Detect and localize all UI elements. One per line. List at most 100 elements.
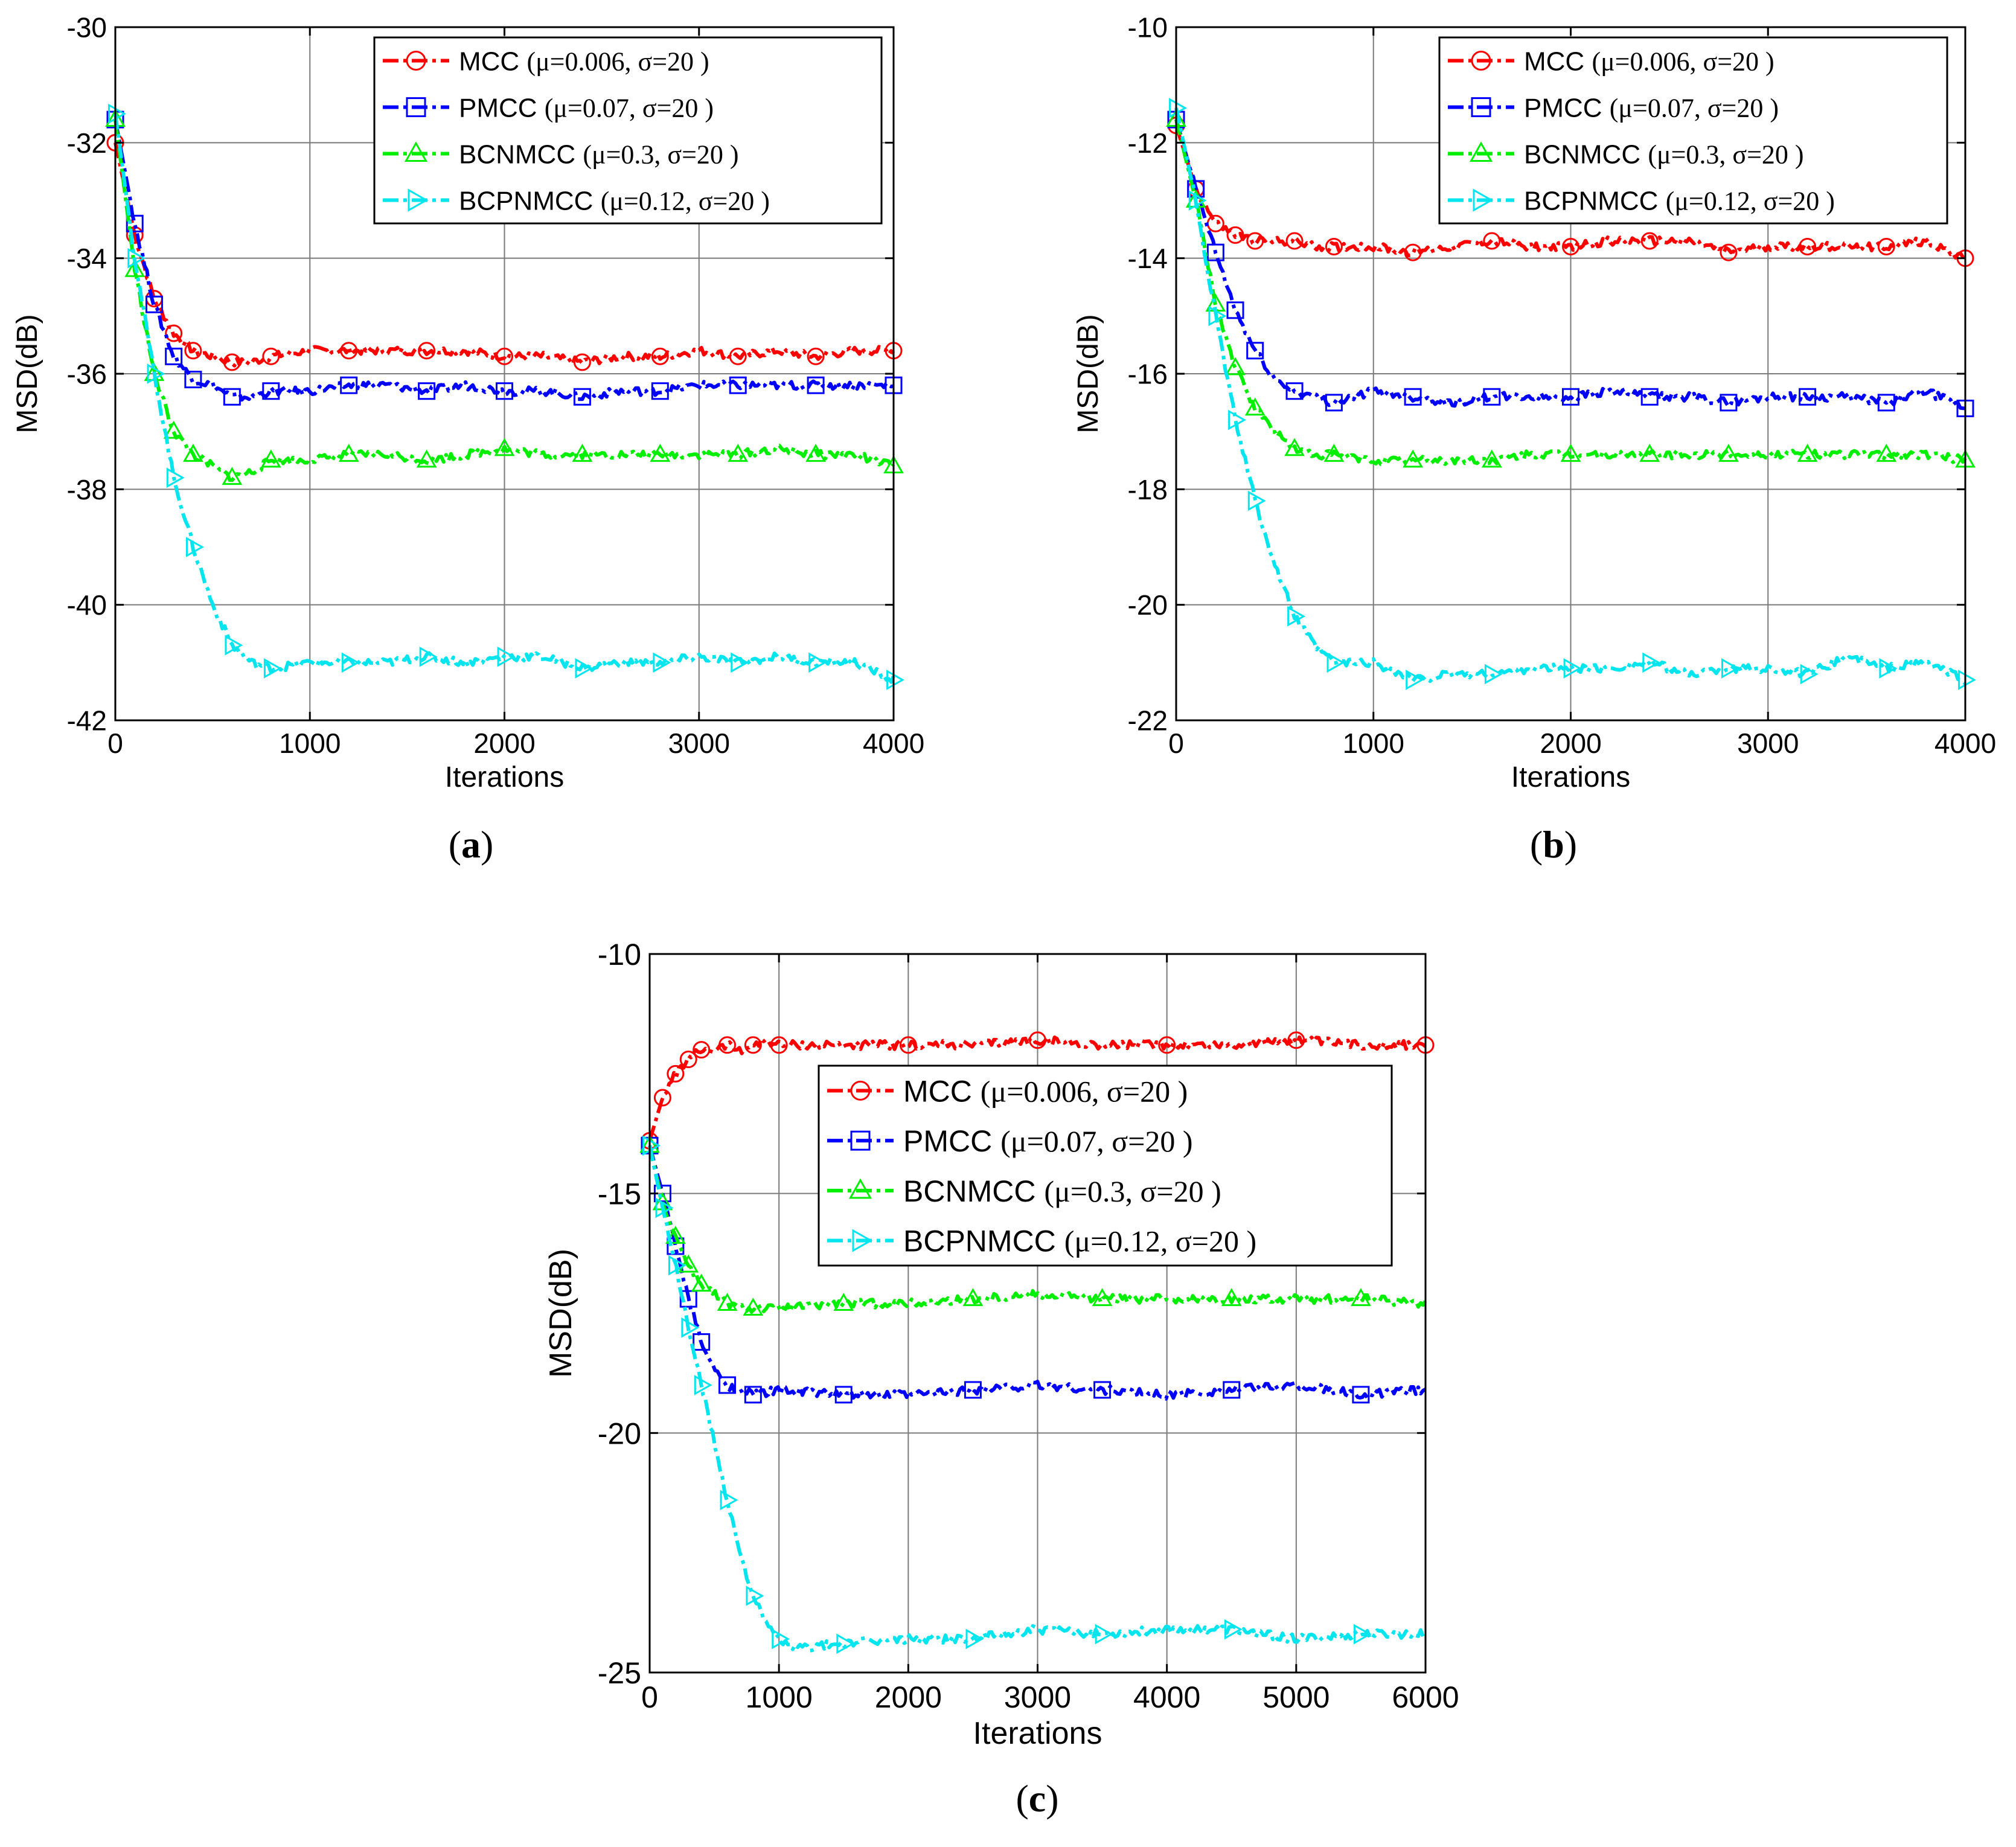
data-point-marker xyxy=(341,652,360,673)
panel-caption: (c) xyxy=(1016,1777,1058,1820)
data-point-marker xyxy=(744,1386,762,1404)
data-point-marker xyxy=(1326,652,1345,673)
x-tick-label: 1000 xyxy=(279,728,341,759)
data-point-marker xyxy=(1403,449,1423,468)
caption-paren: ) xyxy=(1564,823,1577,866)
caption-letter: b xyxy=(1543,823,1564,866)
data-point-marker xyxy=(1188,190,1207,211)
x-axis-label: Iterations xyxy=(445,761,564,793)
data-point-marker xyxy=(1562,238,1579,256)
data-point-marker xyxy=(1640,232,1659,250)
data-point-marker xyxy=(807,376,825,394)
series-line xyxy=(648,1035,1427,1142)
x-tick-label: 5000 xyxy=(1262,1680,1330,1714)
legend-label: MCC (μ=0.006, σ=20 ) xyxy=(1524,46,1774,76)
data-point-marker xyxy=(147,363,165,384)
series-line xyxy=(648,1145,1426,1653)
legend-series-params: (μ=0.3, σ=20 ) xyxy=(1648,139,1803,169)
data-point-marker xyxy=(1029,1031,1046,1049)
data-point-marker xyxy=(772,1628,790,1650)
data-point-marker xyxy=(165,347,183,365)
data-point-marker xyxy=(572,443,593,462)
data-point-marker xyxy=(573,388,591,406)
legend-label: BCNMCC (μ=0.3, σ=20 ) xyxy=(1524,139,1804,169)
data-point-marker xyxy=(728,443,749,462)
data-point-marker xyxy=(1225,357,1246,376)
data-point-marker xyxy=(694,1375,712,1395)
data-point-marker xyxy=(1560,443,1581,462)
data-point-marker xyxy=(166,467,185,488)
data-point-marker xyxy=(651,347,669,365)
legend-marker xyxy=(850,1130,871,1151)
y-tick-label: -15 xyxy=(598,1177,641,1211)
series-bcnmcc xyxy=(639,1135,1427,1316)
data-point-marker xyxy=(1354,1624,1372,1645)
data-point-marker xyxy=(184,342,202,360)
data-point-marker xyxy=(744,1036,762,1054)
x-tick-label: 2000 xyxy=(473,728,535,759)
legend-series-name: BCPNMCC xyxy=(903,1224,1064,1258)
data-point-marker xyxy=(575,658,594,679)
data-point-marker xyxy=(496,382,513,400)
chart-panel-c: 0 1000 2000 3000 4000 5000 6000 -25 -20 -15 -10 Ite… xyxy=(543,938,1459,1820)
legend-series-params: (μ=0.3, σ=20 ) xyxy=(1044,1174,1221,1208)
legend-series-params: (μ=0.07, σ=20 ) xyxy=(1610,93,1779,123)
data-point-marker xyxy=(681,1317,700,1338)
legend-box xyxy=(373,36,883,225)
data-point-marker xyxy=(836,1633,855,1654)
data-point-marker xyxy=(1642,652,1661,673)
data-point-marker xyxy=(1221,1288,1242,1307)
series-bcpnmcc xyxy=(642,1135,1426,1654)
data-point-marker xyxy=(1721,658,1739,679)
data-point-marker xyxy=(650,443,671,462)
x-axis-label: Iterations xyxy=(973,1716,1102,1751)
data-point-marker xyxy=(1246,232,1264,250)
data-point-marker xyxy=(163,420,184,439)
y-tick-label: -10 xyxy=(1128,12,1168,43)
caption-letter: c xyxy=(1029,1777,1046,1820)
data-point-marker xyxy=(1226,301,1244,319)
data-point-marker xyxy=(497,646,516,667)
series-line xyxy=(1174,107,1966,685)
data-point-marker xyxy=(1483,232,1501,250)
legend-marker xyxy=(408,188,429,212)
data-point-marker xyxy=(718,1036,736,1054)
x-tick-label: 2000 xyxy=(1540,728,1601,759)
data-point-marker xyxy=(1799,388,1817,406)
y-axis-label: MSD(dB) xyxy=(1072,314,1104,433)
legend-marker xyxy=(406,97,426,117)
x-tick-label: 3000 xyxy=(1004,1680,1071,1714)
data-point-marker xyxy=(729,376,747,394)
legend-series-name: BCPNMCC xyxy=(459,186,601,216)
panel-caption: (a) xyxy=(449,823,494,866)
y-tick-label: -18 xyxy=(1128,474,1168,505)
x-tick-label: 3000 xyxy=(668,728,730,759)
data-point-marker xyxy=(145,295,163,313)
data-point-marker xyxy=(1483,388,1501,406)
y-axis-label: MSD(dB) xyxy=(543,1249,578,1378)
y-tick-label: -12 xyxy=(1128,127,1168,159)
chart-panel-a: 0 1000 2000 3000 4000 -42 -40 -38 -36 -34 -32 -30 It… xyxy=(11,12,924,866)
x-axis-label: Iterations xyxy=(1511,761,1630,793)
data-point-marker xyxy=(668,1255,686,1276)
data-point-marker xyxy=(126,214,144,232)
legend-label: BCPNMCC (μ=0.12, σ=20 ) xyxy=(459,186,770,216)
legend-series-params: (μ=0.12, σ=20 ) xyxy=(601,186,770,216)
data-point-marker xyxy=(223,388,241,406)
caption-paren: ( xyxy=(449,823,461,866)
y-tick-label: -34 xyxy=(67,243,107,274)
legend-label: BCPNMCC (μ=0.12, σ=20 ) xyxy=(903,1224,1256,1258)
legend-label: BCNMCC (μ=0.3, σ=20 ) xyxy=(903,1174,1221,1208)
legend-marker xyxy=(1471,97,1491,117)
data-point-marker xyxy=(225,635,243,656)
data-point-marker xyxy=(1720,243,1738,261)
data-point-marker xyxy=(834,1386,853,1404)
legend-box xyxy=(1438,36,1948,225)
data-point-marker xyxy=(338,443,359,462)
legend-label: BCNMCC (μ=0.3, σ=20 ) xyxy=(459,139,739,169)
data-point-marker xyxy=(653,1089,671,1107)
data-point-marker xyxy=(1484,664,1503,685)
data-point-marker xyxy=(1879,658,1898,679)
legend-series-name: PMCC xyxy=(459,93,545,123)
